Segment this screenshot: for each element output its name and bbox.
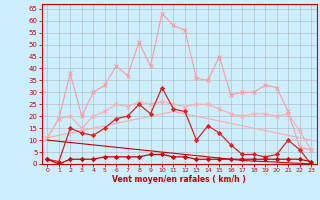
X-axis label: Vent moyen/en rafales ( km/h ): Vent moyen/en rafales ( km/h ) (112, 175, 246, 184)
